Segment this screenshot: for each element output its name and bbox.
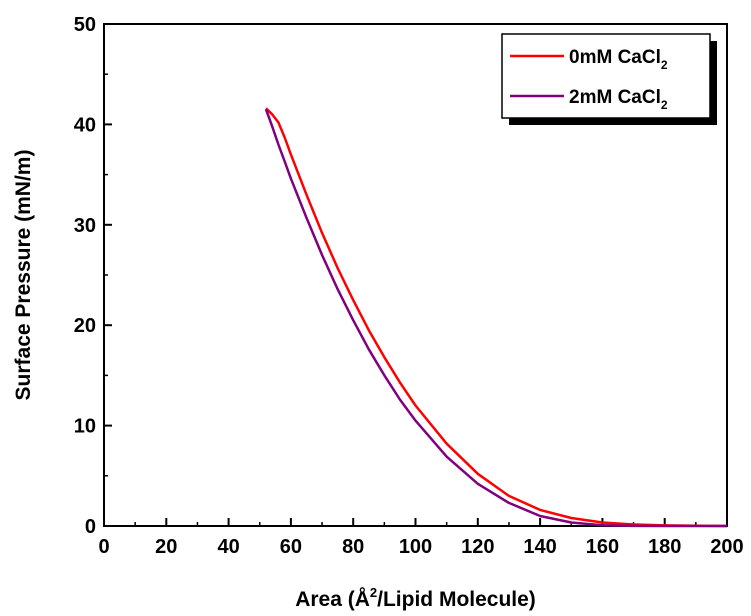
x-tick-label: 180 <box>648 536 681 558</box>
y-axis-title: Surface Pressure (mN/m) <box>12 150 35 401</box>
x-tick-label: 160 <box>586 536 619 558</box>
series-group <box>264 107 728 528</box>
legend-box <box>501 33 711 119</box>
x-tick-label: 140 <box>523 536 556 558</box>
x-axis-ticks: 0 20 40 60 80 100 120 140 160 180 200 <box>98 518 744 558</box>
x-tick-label: 40 <box>217 536 239 558</box>
x-axis-title: Area (Å2/Lipid Molecule) <box>295 585 536 611</box>
legend-label-1: 2mM CaCl2 <box>569 87 668 112</box>
legend-label-0: 0mM CaCl2 <box>569 47 668 72</box>
y-tick-label: 20 <box>74 315 96 337</box>
y-tick-label: 10 <box>74 416 96 438</box>
x-tick-label: 60 <box>280 536 302 558</box>
x-tick-label: 80 <box>342 536 364 558</box>
y-tick-label: 0 <box>85 516 96 538</box>
series-line-1 <box>264 108 727 528</box>
x-tick-label: 20 <box>155 536 177 558</box>
y-tick-label: 30 <box>74 215 96 237</box>
legend: 0mM CaCl2 2mM CaCl2 <box>501 33 717 125</box>
x-tick-label: 100 <box>399 536 432 558</box>
x-tick-label: 200 <box>710 536 743 558</box>
y-tick-label: 40 <box>74 114 96 136</box>
x-tick-label: 0 <box>98 536 109 558</box>
x-tick-label: 120 <box>461 536 494 558</box>
series-line-0 <box>265 107 728 528</box>
y-tick-label: 50 <box>74 14 96 36</box>
y-axis-ticks: 0 10 20 30 40 50 <box>74 14 112 538</box>
